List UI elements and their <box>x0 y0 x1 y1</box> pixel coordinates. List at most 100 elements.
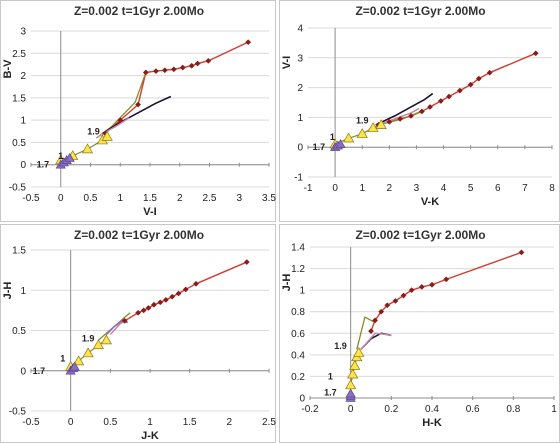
x-tick-label: 4 <box>441 183 447 194</box>
data-point-rgb <box>117 117 124 124</box>
y-tick-label: 0 <box>299 394 305 405</box>
x-tick-label: 3 <box>236 193 242 204</box>
data-point-rgb <box>188 62 195 69</box>
x-axis-label: V-I <box>143 206 156 218</box>
y-tick-label: 1.5 <box>12 93 26 104</box>
x-axis-label: V-K <box>421 196 439 208</box>
data-point-rgb <box>182 286 189 293</box>
data-point-rgb <box>475 75 482 82</box>
data-point-yellow <box>353 346 365 357</box>
x-tick-label: 0.4 <box>425 404 439 415</box>
data-point-purple <box>335 139 346 148</box>
x-tick-label: 1.5 <box>143 193 157 204</box>
y-tick-label: 0 <box>20 160 26 171</box>
data-point-rgb <box>397 115 404 122</box>
x-tick-label: 3 <box>414 183 420 194</box>
y-tick-label: 1.5 <box>12 246 26 257</box>
data-point-rgb <box>170 66 177 73</box>
x-tick-label: 3.5 <box>262 193 276 204</box>
data-point-rgb <box>400 292 407 299</box>
series-line-pink <box>375 107 420 127</box>
x-tick-label: 1 <box>147 417 153 428</box>
x-tick-label: 1 <box>117 193 123 204</box>
annotation-label: 1 <box>60 354 65 364</box>
data-point-rgb <box>384 302 391 309</box>
x-tick-label: 0 <box>348 404 354 415</box>
y-tick-label: 0.2 <box>291 372 305 383</box>
data-point-rgb <box>443 276 450 283</box>
y-tick-label: 0.5 <box>12 326 26 337</box>
data-point-rgb <box>194 60 201 67</box>
x-tick-label: 1.5 <box>183 417 197 428</box>
annotation-label: 1.7 <box>324 388 337 398</box>
y-tick-label: 1 <box>299 286 305 297</box>
data-point-rgb <box>151 301 157 308</box>
data-point-rgb <box>135 309 142 316</box>
x-tick-label: -0.5 <box>22 417 40 428</box>
data-point-rgb <box>418 108 425 115</box>
x-tick-label: 2.5 <box>262 417 276 428</box>
x-tick-label: 5 <box>468 183 474 194</box>
y-tick-label: 0 <box>20 366 26 377</box>
x-tick-label: 2 <box>387 183 393 194</box>
y-axis-label: J-H <box>281 274 293 292</box>
y-tick-label: 0.5 <box>12 138 26 149</box>
annotation-label: 1.7 <box>37 160 50 170</box>
y-tick-label: 2 <box>20 71 26 82</box>
data-point-yellow <box>82 347 94 358</box>
x-tick-label: 8 <box>549 183 555 194</box>
data-point-purple <box>64 152 75 162</box>
x-tick-label: 0 <box>58 193 64 204</box>
data-point-rgb <box>175 290 182 297</box>
data-point-rgb <box>205 57 212 64</box>
data-point-yellow <box>100 334 112 345</box>
data-point-rgb <box>456 87 463 94</box>
y-tick-label: 0.4 <box>291 350 305 361</box>
annotation-label: 1.9 <box>334 341 347 351</box>
data-point-yellow <box>92 339 105 350</box>
chart-title: Z=0.002 t=1Gyr 2.00Mo <box>74 228 204 242</box>
y-tick-label: 0.8 <box>291 307 305 318</box>
x-tick-label: 1 <box>359 183 365 194</box>
chart-title: Z=0.002 t=1Gyr 2.00Mo <box>74 4 204 18</box>
y-tick-label: 3 <box>20 27 26 38</box>
data-point-rgb <box>408 287 415 294</box>
x-tick-label: 0 <box>332 183 338 194</box>
series-line-pink <box>97 117 130 138</box>
data-point-rgb <box>193 280 199 287</box>
data-point-rgb <box>179 64 186 71</box>
data-point-yellow <box>343 132 355 143</box>
data-point-yellow <box>375 119 387 129</box>
y-axis-label: V-I <box>281 56 293 69</box>
data-point-rgb <box>142 69 149 76</box>
data-point-rgb <box>169 293 176 300</box>
series-line-agb <box>98 312 131 341</box>
data-point-rgb <box>243 259 250 266</box>
data-point-rgb <box>135 101 142 108</box>
chart-title: Z=0.002 t=1Gyr 2.00Mo <box>355 228 485 242</box>
y-tick-label: 0 <box>297 143 303 154</box>
data-point-rgb <box>368 328 374 335</box>
data-point-rgb <box>378 308 385 315</box>
series-line-dark <box>375 92 434 126</box>
y-axis-label: B-V <box>2 59 14 79</box>
x-tick-label: 2 <box>227 417 233 428</box>
y-tick-label: 2 <box>297 83 303 94</box>
x-tick-label: -0.2 <box>301 404 319 415</box>
data-point-rgb <box>427 104 433 110</box>
y-tick-label: 0.6 <box>291 329 305 340</box>
annotation-label: 1.7 <box>313 142 326 152</box>
y-tick-label: 1.2 <box>291 264 305 275</box>
series-line-agb <box>356 316 376 350</box>
chart-title: Z=0.002 t=1Gyr 2.00Mo <box>355 4 485 18</box>
annotation-label: 1.9 <box>82 334 95 344</box>
x-tick-label: -1 <box>304 183 313 194</box>
x-tick-label: 0 <box>68 417 74 428</box>
data-point-rgb <box>437 98 444 104</box>
series-line-dark <box>360 332 392 351</box>
data-point-rgb <box>386 118 393 125</box>
chart-svg-bv-vi: Z=0.002 t=1Gyr 2.00Mo -0.5 0 0.5 1 1.5 2 2.5 3 -0… <box>2 4 276 218</box>
data-point-yellow <box>349 359 361 370</box>
data-point-rgb <box>486 69 493 76</box>
data-point-rgb <box>140 307 147 314</box>
